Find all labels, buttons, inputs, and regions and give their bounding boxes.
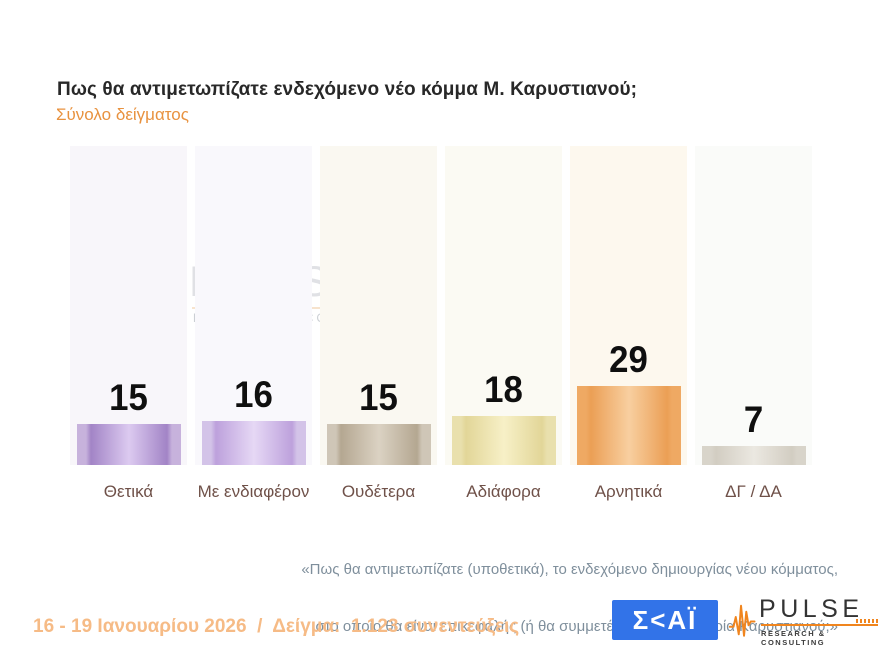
skai-logo-text: Σ<ΑΪ (632, 605, 698, 635)
sample-info: 16 - 19 Ιανουαρίου 2026 / Δείγμα: 1.123 … (33, 616, 520, 637)
pulse-logo-tagline: RESEARCH & CONSULTING (761, 629, 826, 647)
bar-value: 15 (359, 377, 398, 418)
bar-2 (202, 421, 306, 465)
pulse-logo-brand: PULSE (759, 595, 864, 623)
bar-6 (702, 446, 806, 465)
bar-4 (452, 416, 556, 465)
chart-title: Πως θα αντιμετωπίζατε ενδεχόμενο νέο κόμ… (57, 79, 638, 100)
bar-5 (577, 386, 681, 465)
bar-value: 15 (109, 377, 148, 418)
bar-value: 18 (484, 369, 523, 410)
bar-value: 29 (609, 339, 648, 380)
category-label: Θετικά (103, 482, 154, 501)
pulse-logo-underline (761, 619, 878, 626)
bar-3 (327, 424, 431, 465)
category-label: Με ενδιαφέρον (197, 482, 310, 501)
category-label: Ουδέτερα (341, 482, 416, 501)
footnote-line-1: «Πως θα αντιμετωπίζατε (υποθετικά), το ε… (301, 561, 838, 578)
chart-subtitle: Σύνολο δείγματος (56, 105, 189, 124)
pulse-logo-submark (856, 619, 878, 623)
skai-logo: Σ<ΑΪ (612, 600, 718, 640)
bar-chart: 15 16 15 18 29 7 (70, 146, 812, 465)
pulse-waveform-icon (729, 604, 756, 637)
pulse-logo: PULSE RESEARCH & CONSULTING (729, 597, 880, 647)
chart-column-5: 29 (570, 146, 687, 465)
category-labels: Θετικά Με ενδιαφέρον Ουδέτερα Αδιάφορα Αρνητ… (70, 482, 812, 502)
category-label: Αρνητικά (594, 482, 663, 501)
bar-value: 16 (234, 374, 273, 415)
category-label: ΔΓ / ΔΑ (725, 482, 782, 501)
category-label: Αδιάφορα (466, 482, 541, 501)
bar-value: 7 (743, 399, 764, 440)
bar-1 (77, 424, 181, 465)
chart-column-6: 7 (695, 146, 812, 465)
chart-column-3: 15 (320, 146, 437, 465)
chart-column-2: 16 (195, 146, 312, 465)
chart-column-4: 18 (445, 146, 562, 465)
chart-column-1: 15 (70, 146, 187, 465)
pulse-logo-text: PULSE RESEARCH & CONSULTING (759, 597, 880, 647)
